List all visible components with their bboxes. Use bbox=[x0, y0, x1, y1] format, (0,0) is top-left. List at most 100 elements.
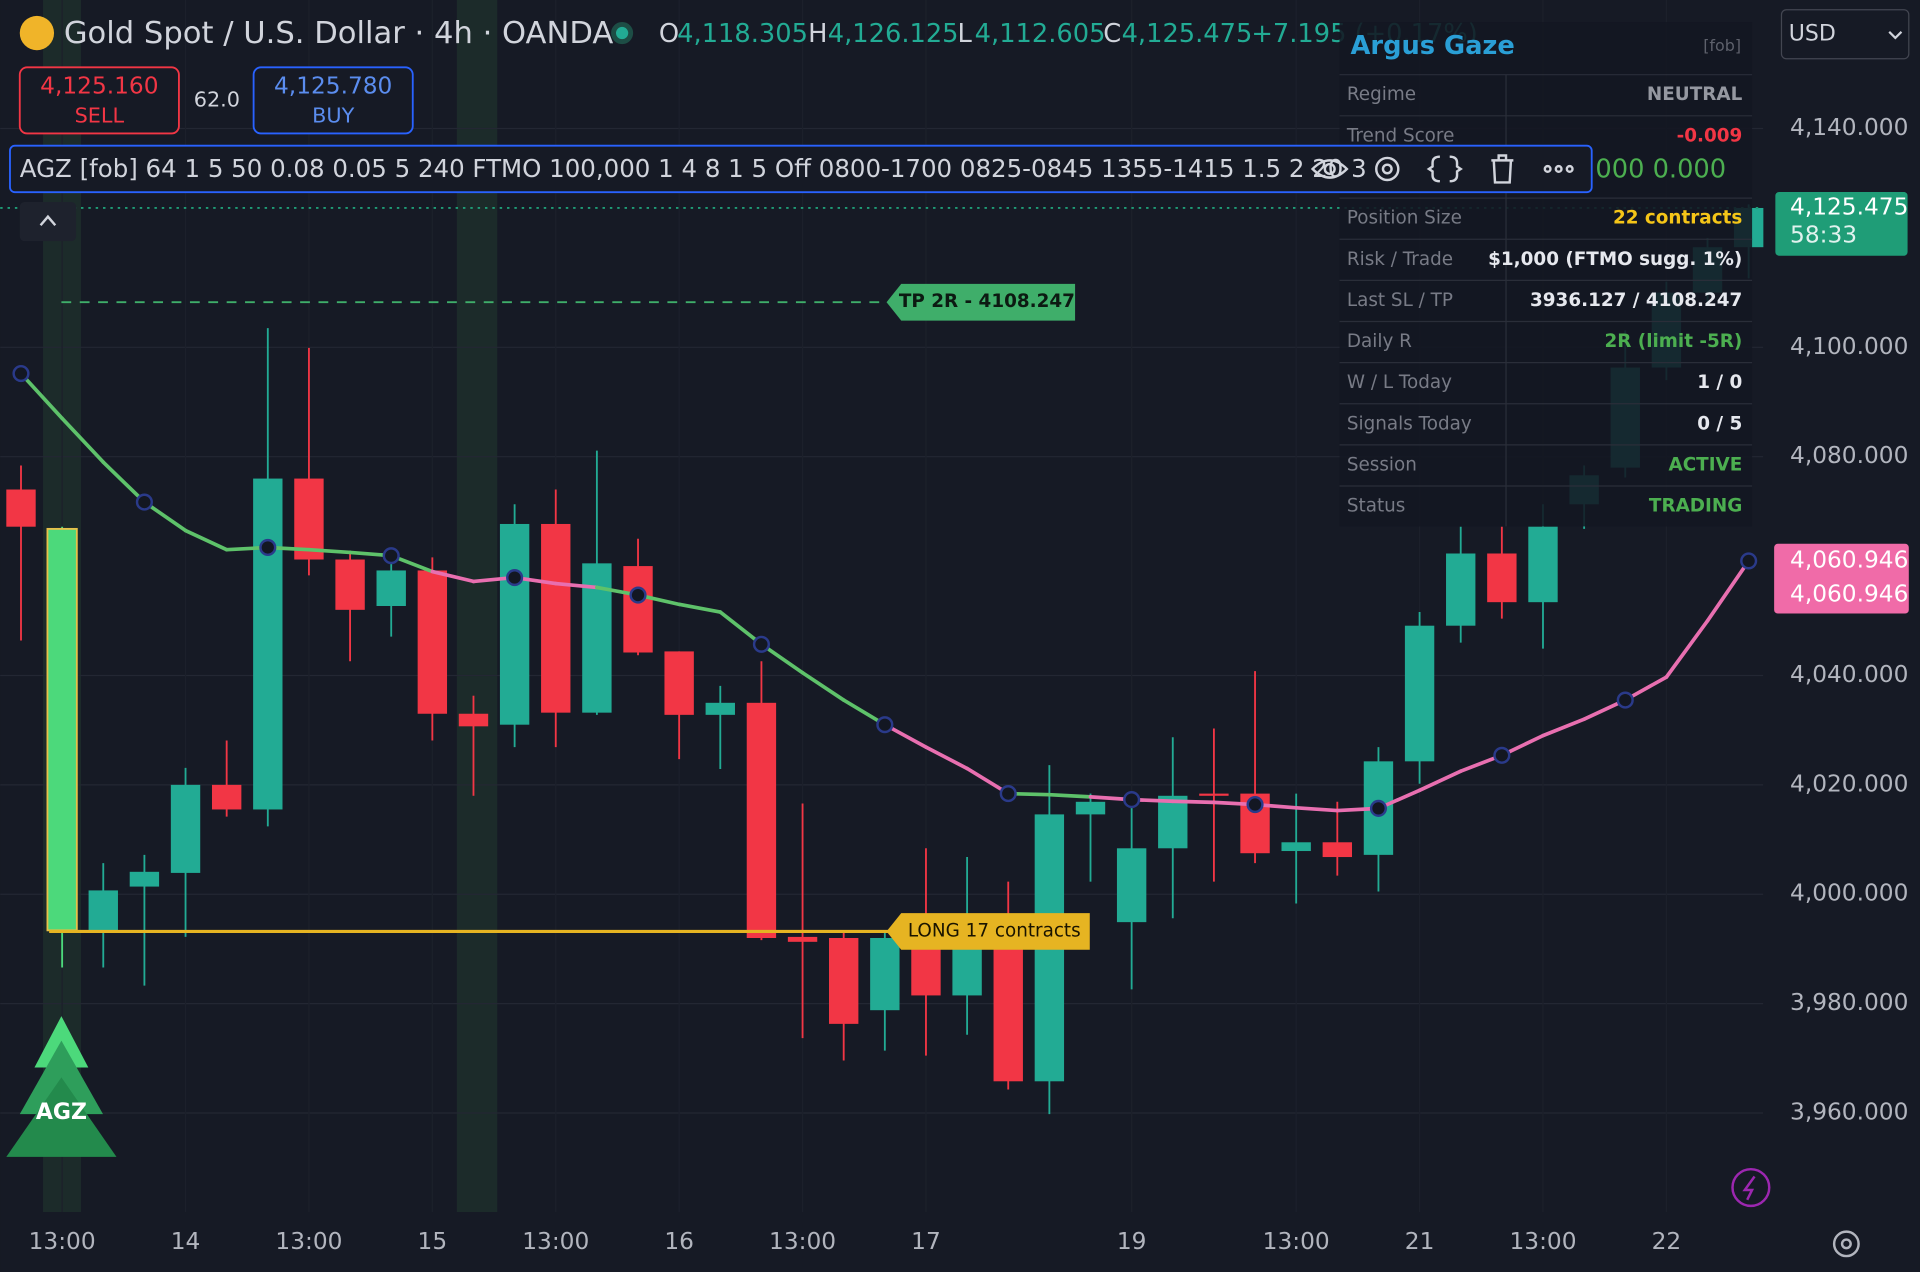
x-tick-label: 13:00 bbox=[29, 1228, 96, 1255]
candle-body bbox=[294, 478, 324, 560]
candle-body bbox=[1528, 526, 1558, 603]
candle-body bbox=[1199, 793, 1229, 796]
ma-point bbox=[12, 364, 30, 383]
x-tick-label: 13:00 bbox=[1263, 1228, 1330, 1255]
ma-tag-text: 4,060.946 bbox=[1790, 581, 1908, 608]
delete-icon[interactable] bbox=[1491, 154, 1514, 184]
ohlc-key: L bbox=[958, 19, 973, 49]
ma-point bbox=[1246, 795, 1264, 814]
panel-row-value: TRADING bbox=[1649, 496, 1742, 517]
settings-icon[interactable] bbox=[1375, 156, 1400, 182]
candle-body bbox=[376, 570, 406, 607]
candle-body bbox=[1116, 848, 1147, 923]
candle-body bbox=[1075, 801, 1106, 815]
candle-body bbox=[335, 559, 365, 610]
source-icon[interactable] bbox=[1426, 155, 1463, 183]
ma-segment bbox=[800, 670, 846, 702]
eye-icon[interactable] bbox=[1310, 159, 1349, 179]
panel-row-label: Risk / Trade bbox=[1347, 249, 1453, 270]
x-tick-label: 19 bbox=[1117, 1228, 1147, 1255]
symbol-icon bbox=[19, 15, 55, 51]
panel-row-label: Status bbox=[1347, 496, 1406, 517]
last-price-tag bbox=[1775, 192, 1908, 256]
ma-point bbox=[506, 568, 524, 587]
eye-icon-pupil bbox=[1323, 162, 1336, 176]
candle-body bbox=[253, 478, 283, 810]
x-tick-label: 16 bbox=[664, 1228, 694, 1255]
ma-segment bbox=[307, 547, 352, 555]
buy-label: BUY bbox=[312, 103, 354, 127]
panel-row-label: Regime bbox=[1347, 84, 1416, 105]
more-icon[interactable] bbox=[1543, 164, 1552, 173]
buy-button[interactable] bbox=[252, 66, 414, 135]
panel-row-label: Session bbox=[1347, 454, 1417, 475]
ma-segment bbox=[1541, 717, 1586, 738]
candle-body bbox=[664, 651, 694, 715]
panel-row-value: 0 / 5 bbox=[1697, 413, 1742, 434]
x-tick-label: 14 bbox=[171, 1228, 201, 1255]
ohlc-value: 4,126.125 bbox=[828, 19, 959, 49]
panel-row-value: 3936.127 / 4108.247 bbox=[1530, 290, 1742, 311]
indicator-icons bbox=[1310, 154, 1574, 184]
x-tick-label: 22 bbox=[1652, 1228, 1682, 1255]
axis-settings[interactable] bbox=[1832, 1230, 1860, 1258]
candle-body bbox=[829, 937, 859, 1024]
y-tick-label: 4,020.000 bbox=[1790, 770, 1908, 797]
collapse-button[interactable] bbox=[19, 202, 77, 242]
logo-text: AGZ bbox=[36, 1100, 87, 1125]
overlays: TP 2R - 4108.247 LONG 17 contracts bbox=[0, 207, 1764, 950]
ma-segment bbox=[1705, 559, 1751, 623]
ma-segment bbox=[1294, 805, 1340, 813]
more-icon-dot bbox=[1565, 164, 1574, 173]
logo-shape bbox=[19, 1040, 104, 1115]
ma-tag-text: 4,060.946 bbox=[1790, 546, 1908, 573]
axis-settings-center bbox=[1840, 1238, 1852, 1250]
ma-point bbox=[135, 493, 153, 511]
sell-button[interactable] bbox=[18, 66, 180, 135]
ma-point bbox=[1369, 799, 1388, 817]
panel-row-value: 1 / 0 bbox=[1697, 372, 1742, 393]
indicator-text: AGZ [fob] 64 1 5 50 0.08 0.05 5 240 FTMO… bbox=[20, 154, 1367, 183]
candle-body bbox=[705, 702, 735, 715]
status-dot bbox=[611, 22, 634, 45]
candle-body bbox=[129, 871, 160, 887]
alert-bolt bbox=[1742, 1175, 1756, 1201]
ma-tag bbox=[1774, 543, 1909, 614]
ma-segment bbox=[101, 460, 147, 504]
panel-row-label: W / L Today bbox=[1347, 372, 1452, 393]
y-tick-label: 4,040.000 bbox=[1790, 661, 1908, 688]
sell-price: 4,125.160 bbox=[40, 72, 158, 99]
tp-label: TP 2R - 4108.247 bbox=[899, 291, 1075, 312]
candle-body bbox=[623, 566, 653, 653]
currency-select[interactable] bbox=[1780, 9, 1910, 60]
candle-body bbox=[1322, 842, 1353, 858]
ohlc-value: 4,125.475 bbox=[1122, 19, 1253, 49]
spread: 62.0 bbox=[194, 87, 240, 111]
ma-point bbox=[999, 785, 1017, 803]
x-tick-label: 13:00 bbox=[275, 1228, 342, 1255]
y-tick-label: 4,100.000 bbox=[1790, 333, 1908, 360]
y-tick-label: 4,000.000 bbox=[1790, 880, 1908, 907]
ma-segment bbox=[1170, 799, 1216, 805]
panel-row-label: Daily R bbox=[1347, 331, 1412, 352]
ohlc-key: C bbox=[1103, 19, 1121, 49]
candle-body bbox=[1404, 625, 1435, 762]
ma-segment bbox=[924, 745, 969, 771]
session-shade bbox=[456, 0, 498, 1213]
countdown-text: 58:33 bbox=[1790, 222, 1857, 249]
entry-label: LONG 17 contracts bbox=[908, 920, 1081, 941]
candle-body bbox=[170, 784, 201, 873]
x-tick-label: 13:00 bbox=[522, 1228, 589, 1255]
indicator-bar[interactable] bbox=[9, 144, 1593, 194]
ma-point bbox=[1123, 791, 1141, 809]
candle-body bbox=[787, 936, 818, 942]
ma-segment bbox=[1047, 792, 1093, 799]
ohlc-value: 4,112.605 bbox=[975, 19, 1106, 49]
ma-point bbox=[1493, 746, 1511, 764]
alert-icon[interactable] bbox=[1731, 1167, 1771, 1208]
y-tick-label: 4,140.000 bbox=[1790, 114, 1908, 141]
candle-body bbox=[1487, 553, 1517, 603]
ma-point bbox=[382, 547, 400, 565]
ma-segment bbox=[1417, 769, 1463, 793]
x-tick-label: 17 bbox=[911, 1228, 941, 1255]
